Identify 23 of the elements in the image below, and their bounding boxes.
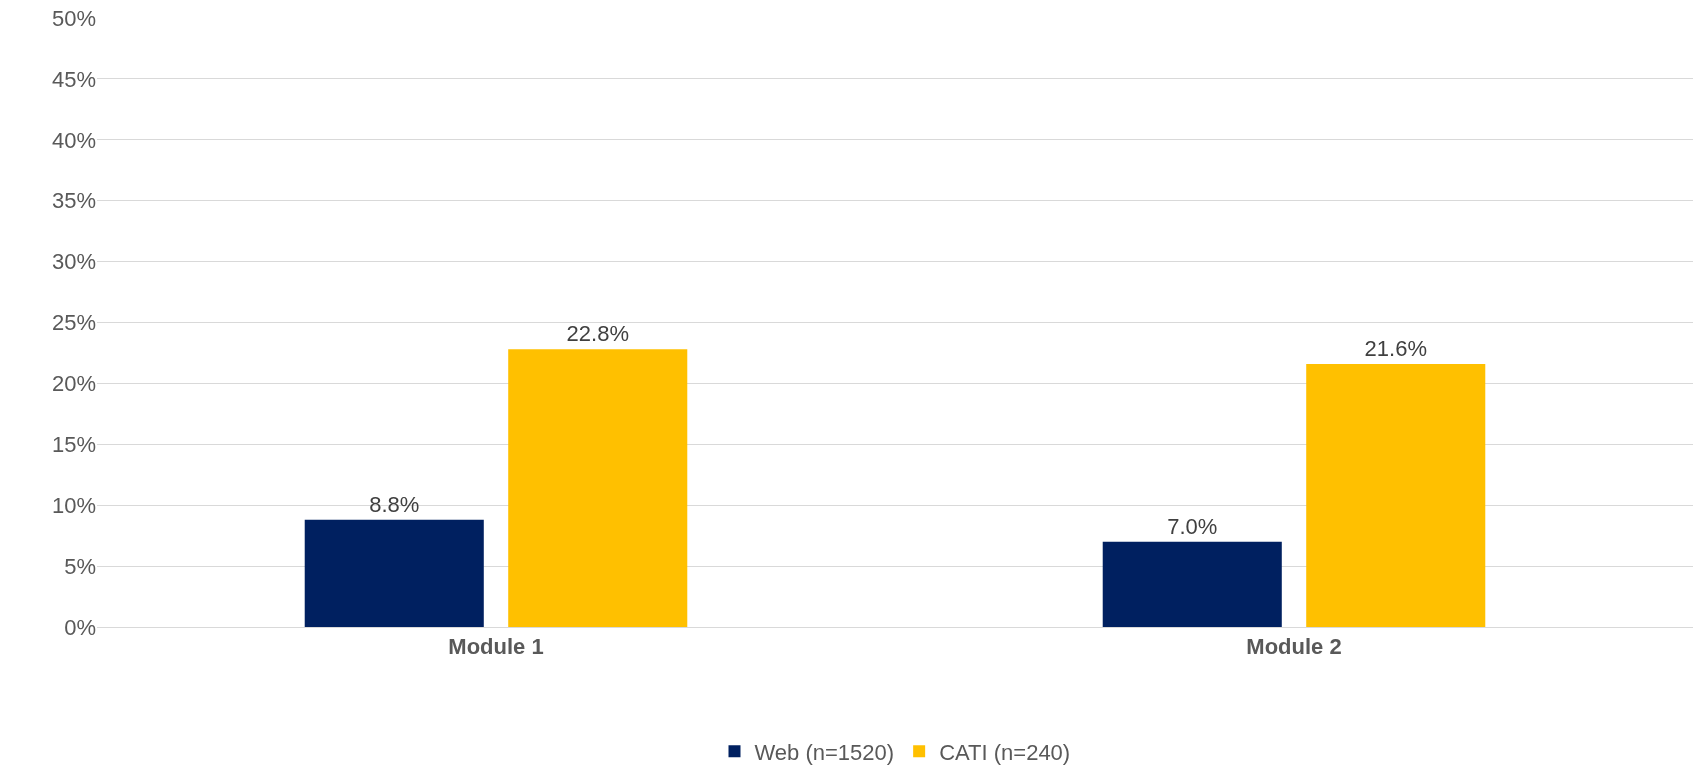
y-tick-label: 45% [51, 66, 96, 92]
y-tick-label: 50% [51, 5, 96, 31]
legend-label: Web (n=1520) [754, 739, 895, 765]
x-tick-label: Module 2 [1246, 634, 1342, 660]
y-tick-label: 25% [51, 310, 96, 336]
x-tick-label: Module 1 [448, 634, 544, 660]
y-tick-label: 10% [51, 492, 96, 518]
y-tick-label: 0% [64, 614, 96, 640]
bar [1306, 363, 1486, 627]
data-label: 7.0% [1167, 513, 1218, 539]
data-label: 8.8% [369, 491, 420, 517]
y-tick-label: 5% [64, 553, 96, 579]
bar [1102, 541, 1282, 627]
y-tick-label: 35% [51, 188, 96, 214]
data-label: 22.8% [566, 321, 629, 347]
y-tick-label: 20% [51, 371, 96, 397]
data-label: 21.6% [1364, 335, 1427, 361]
legend-label: CATI (n=240) [939, 739, 1071, 765]
bar [304, 519, 484, 627]
y-tick-label: 40% [51, 127, 96, 153]
y-tick-label: 30% [51, 249, 96, 275]
y-tick-label: 15% [51, 432, 96, 457]
bar [508, 349, 688, 627]
